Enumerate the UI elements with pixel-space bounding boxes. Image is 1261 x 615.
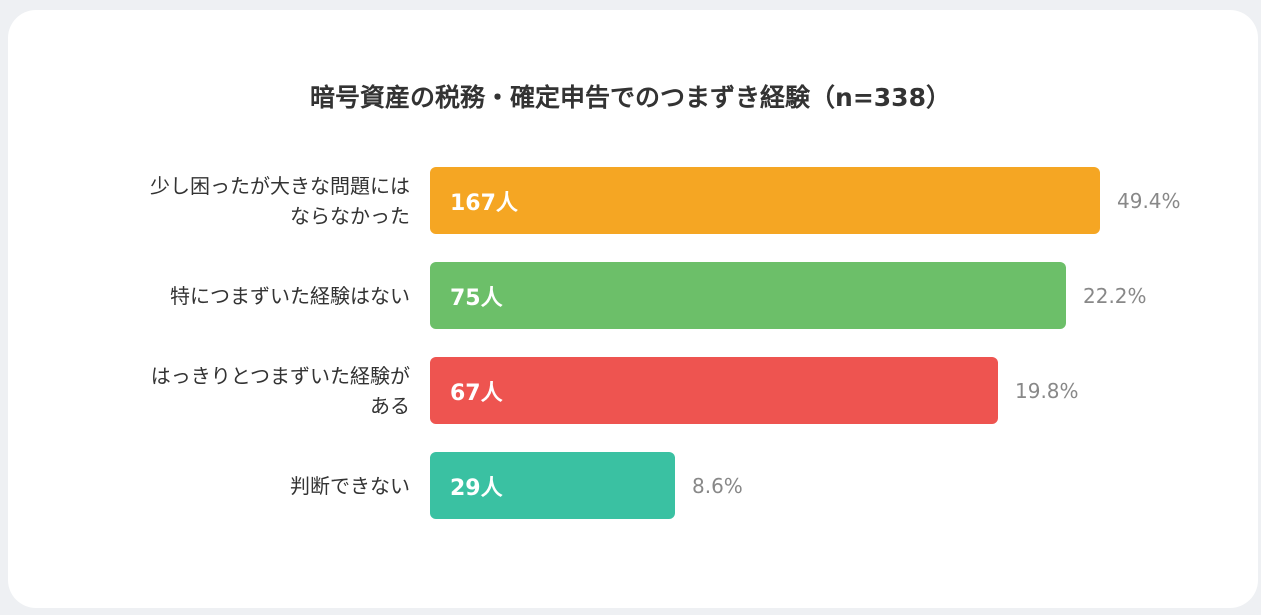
chart-title: 暗号資産の税務・確定申告でのつまずき経験（n=338） xyxy=(310,83,951,112)
bar: 67人 xyxy=(430,357,998,424)
bar-row: 判断できない 29人 8.6% xyxy=(0,452,1261,519)
bar: 75人 xyxy=(430,262,1066,329)
percent-label: 49.4% xyxy=(1117,188,1181,213)
count-label: 75人 xyxy=(450,285,503,311)
category-label: 判断できない xyxy=(290,473,410,498)
category-label: はっきりとつまずいた経験が ある xyxy=(150,363,410,418)
bar: 167人 xyxy=(430,167,1100,234)
bar: 29人 xyxy=(430,452,675,519)
percent-label: 19.8% xyxy=(1015,378,1079,403)
bar-row: 少し困ったが大きな問題には ならなかった 167人 49.4% xyxy=(0,167,1261,234)
category-label: 少し困ったが大きな問題には ならなかった xyxy=(150,173,410,228)
bar-row: はっきりとつまずいた経験が ある 67人 19.8% xyxy=(0,357,1261,424)
count-label: 67人 xyxy=(450,380,503,406)
category-label: 特につまずいた経験はない xyxy=(170,283,410,308)
count-label: 29人 xyxy=(450,475,503,501)
count-label: 167人 xyxy=(450,190,518,216)
percent-label: 8.6% xyxy=(692,473,743,498)
percent-label: 22.2% xyxy=(1083,283,1147,308)
bar-row: 特につまずいた経験はない 75人 22.2% xyxy=(0,262,1261,329)
